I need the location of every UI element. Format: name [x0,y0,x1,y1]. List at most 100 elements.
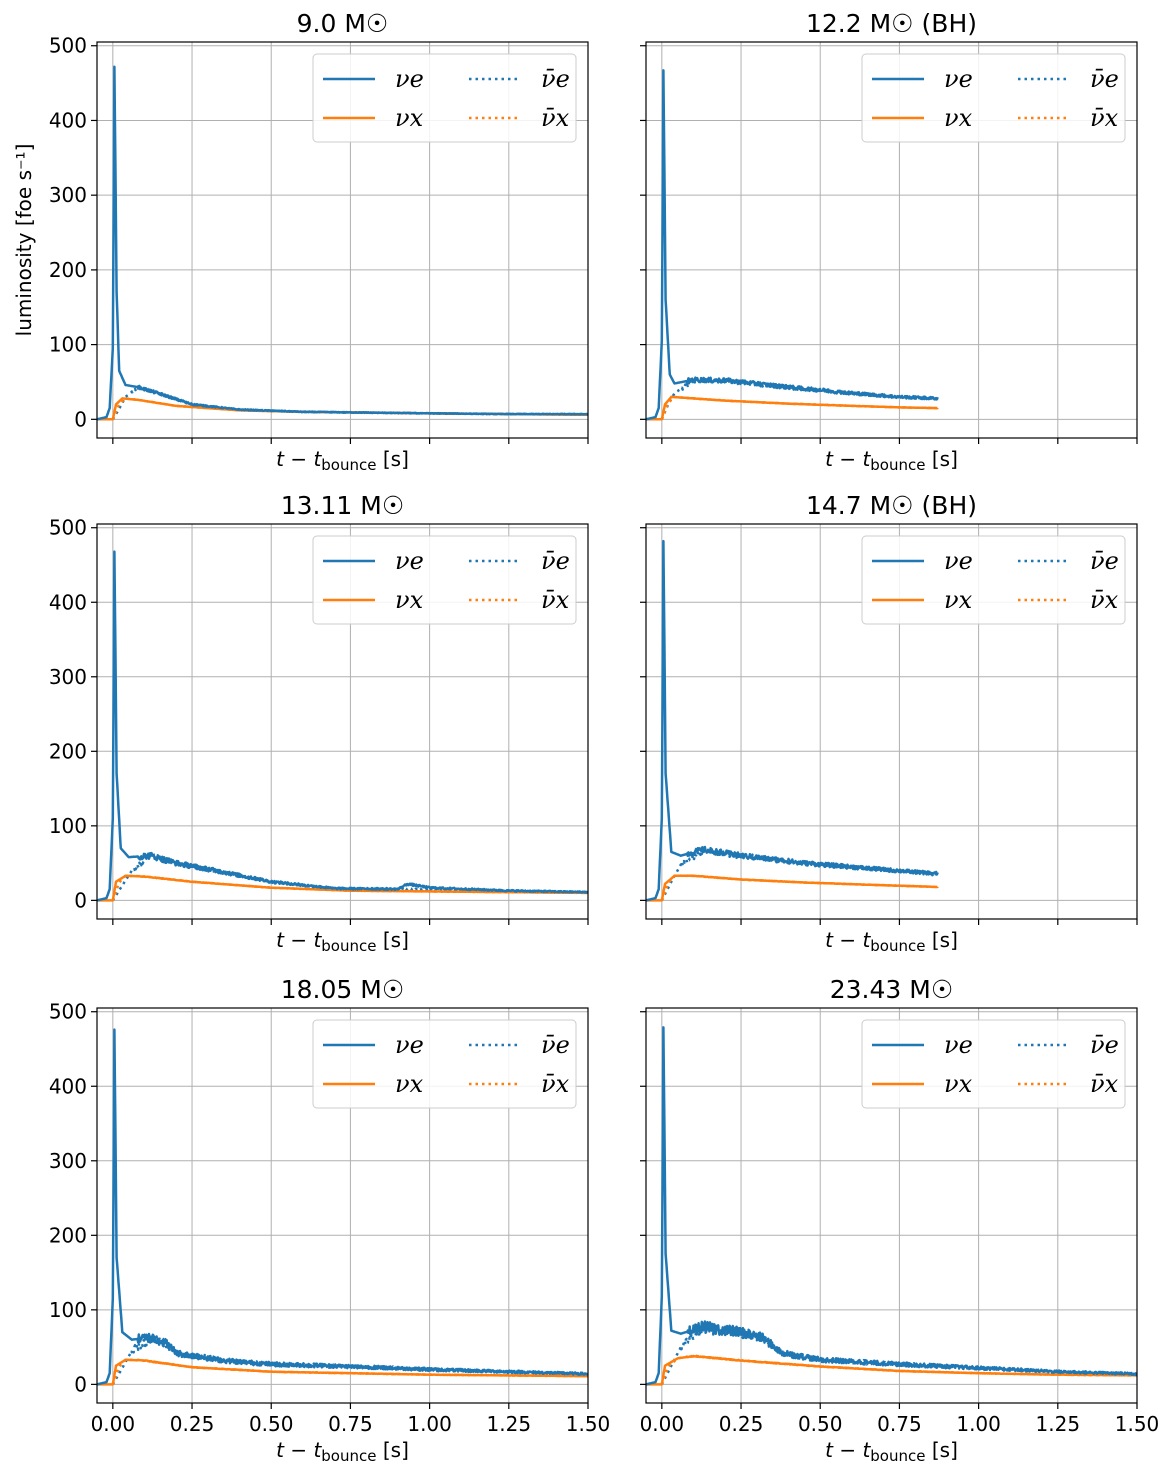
chart-title: 13.11 M☉ [281,491,405,520]
x-axis-label: t − tbounce [s] [825,928,958,955]
x-tick-label: 0.00 [91,1412,136,1436]
axes-frame [645,41,1138,439]
legend-label: ν̄e [541,547,570,575]
y-tick-label: 500 [49,516,87,540]
series-line-1 [97,1028,588,1386]
legend: νe νx ν̄e ν̄x [861,53,1126,143]
y-tick-label: 100 [49,1298,87,1322]
series-line-2 [97,397,588,421]
series-line-2 [97,1358,588,1386]
y-tick-label: 100 [49,814,87,838]
x-tick-label: 1.50 [566,1412,611,1436]
legend-label: ν̄x [541,104,570,132]
chart-panel-5: 0.00 0.25 0.50 0.75 1.00 1.25 1.50 0 100 200 300 40… [49,975,610,1465]
y-tick-label: 300 [49,183,87,207]
legend-label: νx [944,1070,973,1098]
axes-frame [645,1007,1138,1404]
x-axis-label: t − tbounce [s] [276,447,409,474]
legend-label: νx [395,104,424,132]
x-tick-label: 1.00 [407,1412,452,1436]
legend-label: νx [944,104,973,132]
y-tick-label: 500 [49,1000,87,1024]
y-tick-label: 0 [74,1372,87,1396]
legend-label: ν̄e [541,1031,570,1059]
legend: νe νx ν̄e ν̄x [312,535,577,625]
series-line-2 [646,395,939,421]
x-tick-label: 1.00 [956,1412,1001,1436]
x-tick-label: 1.50 [1115,1412,1160,1436]
axes-frame [96,41,589,439]
series-line-2 [646,874,939,902]
legend-label: νe [395,547,424,575]
series-line-1 [646,539,939,902]
legend-label: ν̄x [541,586,570,614]
y-axis-label: luminosity [foe s⁻¹] [12,144,36,337]
legend-label: νx [944,586,973,614]
legend-label: ν̄x [1090,104,1119,132]
legend-label: ν̄x [1090,586,1119,614]
y-tick-label: 100 [49,333,87,357]
x-axis-label: t − tbounce [s] [825,447,958,474]
y-tick-label: 400 [49,590,87,614]
legend-label: ν̄e [1090,547,1119,575]
chart-panel-4: 14.7 M☉ (BH) t − tbounce [s] νe νx ν̄e ν̄x [640,491,1138,955]
series-line-1 [97,65,588,421]
legend: νe νx ν̄e ν̄x [861,535,1126,625]
legend: νe νx ν̄e ν̄x [312,53,577,143]
series-line-1 [646,1026,1137,1386]
legend: νe νx ν̄e ν̄x [312,1019,577,1109]
y-tick-label: 300 [49,1149,87,1173]
legend-label: νe [395,65,424,93]
x-axis-label: t − tbounce [s] [276,1438,409,1465]
y-tick-label: 200 [49,739,87,763]
chart-title: 23.43 M☉ [830,975,954,1004]
legend-label: νe [944,1031,973,1059]
series-line-4 [660,874,939,901]
x-axis-label: t − tbounce [s] [276,928,409,955]
chart-panel-6: 0.00 0.25 0.50 0.75 1.00 1.25 1.50 23.43 M☉ t − … [640,975,1160,1465]
y-tick-label: 500 [49,34,87,58]
y-tick-label: 400 [49,1074,87,1098]
legend-label: ν̄x [541,1070,570,1098]
series-line-3 [660,848,939,901]
axes-frame [96,1007,589,1404]
chart-title: 9.0 M☉ [297,9,389,38]
chart-title: 18.05 M☉ [281,975,405,1004]
legend-label: ν̄x [1090,1070,1119,1098]
y-tick-label: 0 [74,407,87,431]
y-tick-label: 400 [49,108,87,132]
x-axis-label: t − tbounce [s] [825,1438,958,1465]
axes-frame [645,523,1138,920]
x-tick-label: 0.25 [170,1412,215,1436]
x-tick-label: 0.75 [877,1412,922,1436]
y-tick-label: 200 [49,1223,87,1247]
series-line-1 [97,550,588,902]
legend-label: νe [395,1031,424,1059]
legend-label: ν̄e [1090,1031,1119,1059]
legend-label: νx [395,1070,424,1098]
x-tick-label: 1.25 [487,1412,532,1436]
legend-label: νe [944,65,973,93]
legend-label: νx [395,586,424,614]
y-tick-label: 300 [49,665,87,689]
x-tick-label: 1.25 [1036,1412,1081,1436]
chart-title: 14.7 M☉ (BH) [806,491,977,520]
chart-panel-3: 0 100 200 300 400 500 13.11 M☉ t − tbounce [s] ν… [49,491,589,955]
x-tick-label: 0.25 [719,1412,764,1436]
series-line-1 [646,69,939,421]
legend-label: ν̄e [541,65,570,93]
x-tick-label: 0.50 [249,1412,294,1436]
x-tick-label: 0.75 [328,1412,373,1436]
legend-label: ν̄e [1090,65,1119,93]
legend-label: νe [944,547,973,575]
series-line-2 [646,1354,1137,1386]
x-tick-label: 0.50 [798,1412,843,1436]
x-tick-label: 0.00 [640,1412,685,1436]
axes-frame [96,523,589,920]
legend: νe νx ν̄e ν̄x [861,1019,1126,1109]
chart-panel-2: 12.2 M☉ (BH) t − tbounce [s] νe νx ν̄e ν̄x [640,9,1138,474]
y-tick-label: 200 [49,258,87,282]
chart-title: 12.2 M☉ (BH) [806,9,977,38]
